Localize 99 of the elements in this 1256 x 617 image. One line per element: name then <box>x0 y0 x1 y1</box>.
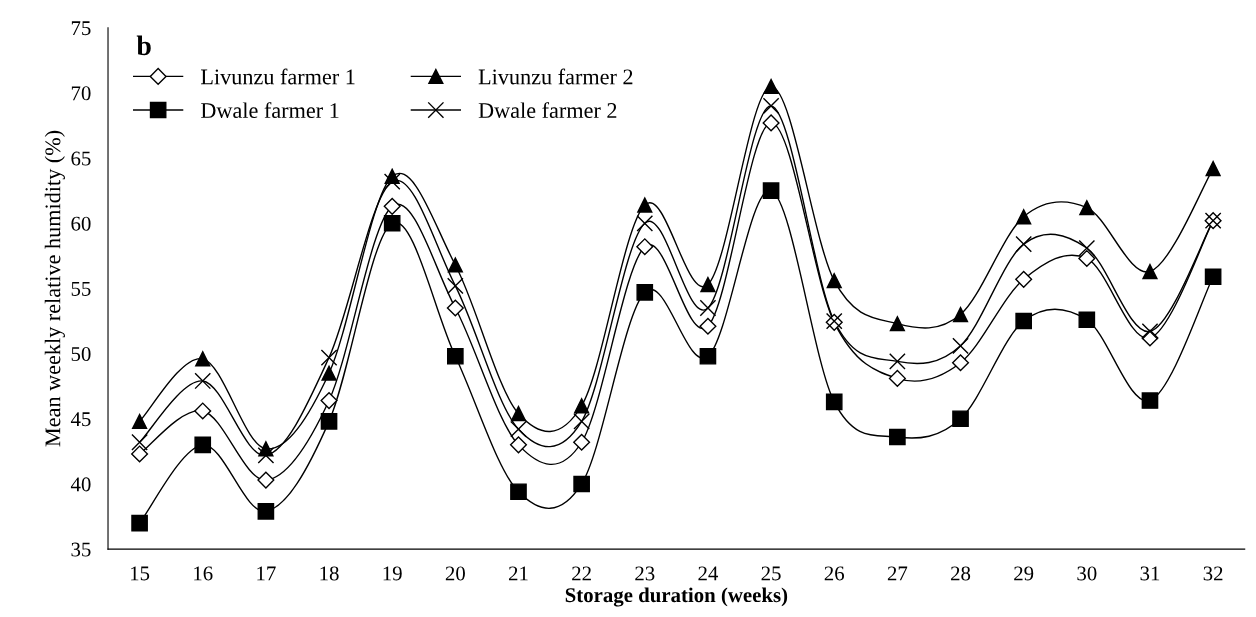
x-tick-label: 16 <box>194 566 213 581</box>
point <box>1016 209 1032 225</box>
point <box>700 276 716 293</box>
point <box>1205 160 1221 177</box>
point <box>1141 323 1159 340</box>
x-axis-title: Storage duration (weeks) <box>565 587 788 607</box>
point <box>889 353 906 370</box>
point <box>257 446 275 464</box>
x-tick-label: 21 <box>508 566 528 581</box>
x-tick-label: 18 <box>320 566 339 581</box>
point <box>573 433 591 451</box>
point <box>699 299 717 317</box>
point <box>321 365 337 381</box>
point <box>1015 270 1033 288</box>
point <box>1078 249 1096 268</box>
point <box>573 475 590 493</box>
point <box>1204 268 1222 286</box>
point <box>510 420 527 438</box>
point <box>826 272 842 289</box>
point <box>763 78 779 95</box>
x-tick-label: 15 <box>131 566 150 581</box>
point <box>825 393 843 411</box>
point <box>762 97 780 115</box>
point <box>447 347 464 365</box>
point <box>383 173 401 190</box>
x-tick-label: 27 <box>887 566 908 581</box>
point <box>636 214 654 232</box>
y-axis-title: Mean weekly relative humidity (%) <box>44 130 65 447</box>
point <box>1079 199 1095 216</box>
point <box>889 316 906 332</box>
y-tick-label: 45 <box>70 412 91 427</box>
point <box>194 372 212 390</box>
point <box>636 238 654 256</box>
x-tick-label: 20 <box>445 566 465 581</box>
point <box>762 182 780 200</box>
point <box>636 284 654 301</box>
point <box>1142 263 1158 280</box>
x-tick-label: 31 <box>1140 566 1160 581</box>
y-tick-label: 75 <box>71 21 91 36</box>
y-tick-label: 65 <box>71 151 91 166</box>
x-tick-label: 19 <box>383 566 402 581</box>
point <box>952 410 969 428</box>
point <box>699 347 717 365</box>
x-tick-label: 29 <box>1014 566 1034 581</box>
x-tick-label: 25 <box>761 566 781 581</box>
point <box>888 369 906 387</box>
point <box>952 306 969 323</box>
legend-label: Livunzu farmer 1 <box>201 68 355 85</box>
point <box>257 502 275 520</box>
point <box>320 391 338 410</box>
point <box>573 413 590 430</box>
point <box>257 471 275 489</box>
point <box>131 433 148 451</box>
point <box>195 351 211 367</box>
point <box>1015 312 1033 330</box>
y-tick-label: 55 <box>71 282 91 296</box>
x-tick-label: 24 <box>698 566 719 581</box>
y-tick-label: 70 <box>71 86 91 101</box>
x-tick-label: 22 <box>572 566 591 581</box>
y-tick-label: 35 <box>71 542 91 557</box>
x-tick-label: 28 <box>951 566 971 581</box>
point <box>194 436 212 454</box>
y-tick-label: 60 <box>71 216 91 231</box>
point <box>509 436 528 454</box>
point <box>952 337 969 355</box>
point <box>573 398 590 414</box>
x-tick-label: 17 <box>257 566 276 581</box>
y-tick-label: 50 <box>71 346 91 362</box>
point <box>951 354 970 372</box>
x-tick-label: 30 <box>1077 566 1097 581</box>
point <box>762 114 780 132</box>
point <box>447 257 463 273</box>
point <box>1078 311 1096 329</box>
point <box>1078 239 1096 257</box>
y-tick-label: 40 <box>70 477 91 492</box>
x-tick-label: 32 <box>1203 566 1223 581</box>
point <box>131 445 149 463</box>
point <box>194 402 212 420</box>
x-tick-label: 23 <box>635 566 655 581</box>
point <box>699 317 717 335</box>
point <box>320 349 338 366</box>
point <box>446 299 464 317</box>
point <box>510 483 527 501</box>
point <box>383 197 401 215</box>
point <box>383 214 401 232</box>
point <box>510 405 527 422</box>
point <box>1015 235 1033 253</box>
point <box>447 277 464 295</box>
legend-label: Livunzu farmer 2 <box>478 68 633 85</box>
point <box>320 413 338 430</box>
point <box>1141 392 1159 409</box>
point <box>131 413 148 430</box>
chart-title: b <box>136 35 151 56</box>
legend-label: Dwale farmer 2 <box>478 102 617 119</box>
point <box>637 197 653 213</box>
point <box>131 514 148 532</box>
x-tick-label: 26 <box>824 566 845 581</box>
point <box>889 428 906 446</box>
legend-label: Dwale farmer 1 <box>201 102 339 119</box>
